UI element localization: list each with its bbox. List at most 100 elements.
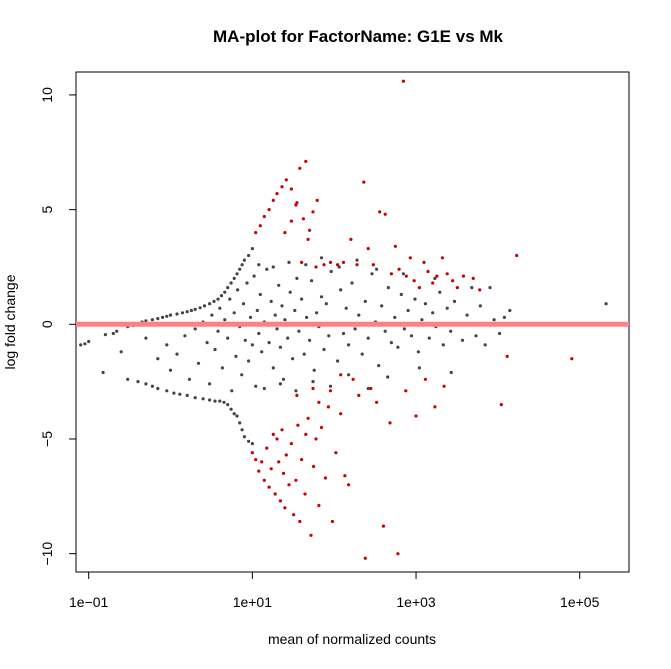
point-significant-50 xyxy=(471,276,475,280)
point-not-significant-47 xyxy=(185,393,189,397)
point-not-significant-7 xyxy=(119,350,123,354)
point-not-significant-30 xyxy=(226,286,230,290)
point-not-significant-127 xyxy=(319,295,324,299)
point-significant-31 xyxy=(378,210,382,214)
point-not-significant-98 xyxy=(257,331,261,336)
point-not-significant-76 xyxy=(213,347,217,352)
point-not-significant-108 xyxy=(277,283,281,287)
point-significant-2 xyxy=(262,214,266,219)
point-not-significant-83 xyxy=(230,389,234,393)
point-significant-29 xyxy=(366,247,370,251)
point-not-significant-187 xyxy=(294,389,298,393)
point-not-significant-1 xyxy=(83,342,87,346)
point-not-significant-2 xyxy=(87,339,91,344)
point-significant-27 xyxy=(355,263,359,267)
point-significant-87 xyxy=(334,451,338,455)
point-not-significant-90 xyxy=(243,338,247,342)
point-significant-90 xyxy=(347,483,351,487)
point-not-significant-150 xyxy=(389,341,393,345)
point-not-significant-55 xyxy=(229,407,233,411)
point-significant-38 xyxy=(408,256,412,260)
point-not-significant-114 xyxy=(288,290,292,294)
point-not-significant-15 xyxy=(161,315,165,319)
point-not-significant-81 xyxy=(226,336,230,340)
point-not-significant-41 xyxy=(144,382,148,386)
point-not-significant-45 xyxy=(172,391,176,395)
point-not-significant-92 xyxy=(247,359,251,363)
point-not-significant-156 xyxy=(409,334,414,338)
point-significant-35 xyxy=(397,267,401,271)
point-significant-56 xyxy=(260,460,264,464)
point-not-significant-79 xyxy=(220,366,224,370)
point-significant-55 xyxy=(257,469,261,473)
chart-title: MA-plot for FactorName: G1E vs Mk xyxy=(213,27,504,46)
point-not-significant-157 xyxy=(413,297,417,301)
point-not-significant-31 xyxy=(229,281,233,285)
point-significant-32 xyxy=(383,212,387,216)
point-not-significant-178 xyxy=(498,331,502,336)
point-significant-84 xyxy=(323,476,327,480)
point-not-significant-37 xyxy=(247,253,251,258)
point-not-significant-152 xyxy=(396,345,400,349)
point-significant-19 xyxy=(283,231,287,235)
point-not-significant-23 xyxy=(198,306,202,310)
point-not-significant-190 xyxy=(319,256,324,260)
point-not-significant-189 xyxy=(311,380,315,384)
point-not-significant-113 xyxy=(286,336,290,340)
point-not-significant-66 xyxy=(168,368,173,372)
point-significant-85 xyxy=(326,405,330,409)
point-not-significant-182 xyxy=(257,263,261,267)
point-not-significant-142 xyxy=(363,299,367,303)
point-significant-98 xyxy=(396,552,400,556)
point-significant-21 xyxy=(314,265,318,269)
point-not-significant-129 xyxy=(324,302,328,306)
point-not-significant-32 xyxy=(232,276,236,280)
point-not-significant-18 xyxy=(175,312,179,316)
point-not-significant-74 xyxy=(208,382,212,386)
point-not-significant-162 xyxy=(431,311,435,315)
point-significant-12 xyxy=(308,228,312,232)
point-not-significant-38 xyxy=(250,247,254,251)
point-significant-94 xyxy=(369,386,373,391)
point-not-significant-117 xyxy=(295,276,299,280)
point-not-significant-51 xyxy=(213,399,217,403)
point-not-significant-199 xyxy=(417,366,421,370)
point-significant-34 xyxy=(393,244,397,248)
point-significant-8 xyxy=(289,187,293,191)
point-not-significant-119 xyxy=(300,297,304,301)
point-not-significant-141 xyxy=(360,352,364,356)
point-not-significant-123 xyxy=(310,279,314,283)
point-significant-54 xyxy=(254,458,258,462)
point-not-significant-110 xyxy=(280,304,284,308)
point-not-significant-133 xyxy=(336,359,340,363)
point-significant-81 xyxy=(314,437,318,441)
point-significant-109 xyxy=(311,386,315,391)
point-not-significant-25 xyxy=(208,302,212,306)
point-significant-89 xyxy=(343,474,347,478)
y-tick-label-3: 5 xyxy=(39,206,55,214)
point-not-significant-109 xyxy=(278,345,282,349)
point-significant-6 xyxy=(280,185,284,189)
point-not-significant-64 xyxy=(156,357,160,361)
point-not-significant-82 xyxy=(228,297,232,301)
point-not-significant-46 xyxy=(178,392,182,396)
point-not-significant-28 xyxy=(219,294,224,298)
point-significant-97 xyxy=(388,421,392,425)
point-significant-57 xyxy=(262,478,266,482)
point-significant-18 xyxy=(306,237,310,241)
point-significant-74 xyxy=(296,423,300,427)
point-not-significant-146 xyxy=(377,364,381,368)
points-layer xyxy=(79,79,608,560)
point-not-significant-54 xyxy=(226,403,230,407)
point-not-significant-193 xyxy=(347,373,351,377)
point-significant-42 xyxy=(426,269,430,274)
point-not-significant-33 xyxy=(235,272,239,276)
point-not-significant-61 xyxy=(247,439,251,443)
point-not-significant-200 xyxy=(433,276,437,280)
point-not-significant-111 xyxy=(281,377,286,381)
x-axis-title: mean of normalized counts xyxy=(268,631,436,647)
point-not-significant-139 xyxy=(353,327,357,331)
point-not-significant-104 xyxy=(269,299,273,303)
point-not-significant-78 xyxy=(218,306,222,310)
point-significant-68 xyxy=(283,506,287,510)
